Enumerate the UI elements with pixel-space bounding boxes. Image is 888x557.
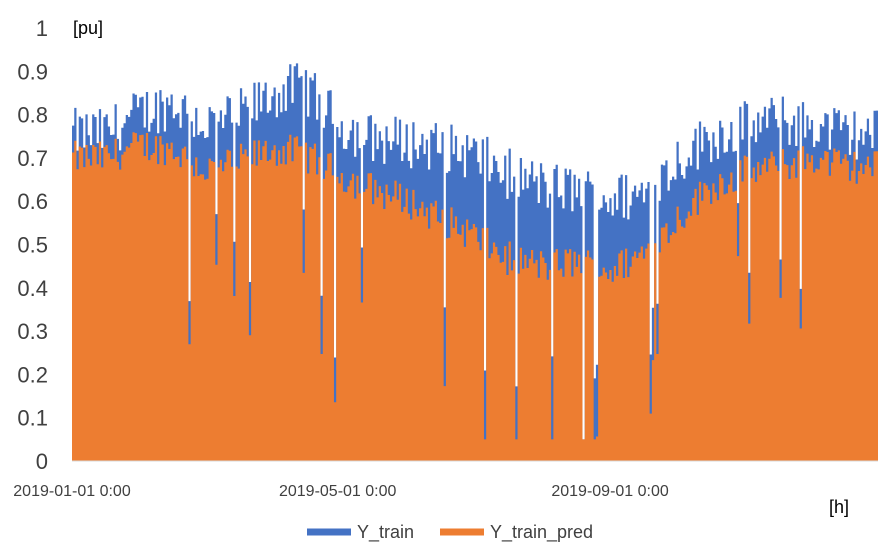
y-tick-label: 0.3 bbox=[17, 319, 48, 344]
y-tick-label: 0.9 bbox=[17, 59, 48, 84]
y-axis-ticks: 0 0.1 0.2 0.3 0.4 0.5 0.6 0.7 0.8 0.9 1 bbox=[17, 16, 48, 474]
legend-label: Y_train bbox=[357, 522, 414, 543]
y-tick-label: 0.8 bbox=[17, 103, 48, 128]
y-tick-label: 0.6 bbox=[17, 189, 48, 214]
y-tick-label: 0 bbox=[36, 449, 48, 474]
x-unit-label: [h] bbox=[829, 497, 849, 517]
legend: Y_train Y_train_pred bbox=[307, 522, 593, 543]
y-tick-label: 0.4 bbox=[17, 276, 48, 301]
series-layer bbox=[72, 63, 878, 462]
x-tick-label: 2019-05-01 0:00 bbox=[279, 483, 397, 500]
y-tick-label: 0.2 bbox=[17, 362, 48, 387]
x-axis-ticks: 2019-01-01 0:00 2019-05-01 0:00 2019-09-01… bbox=[13, 483, 669, 500]
legend-label: Y_train_pred bbox=[490, 522, 593, 543]
plot-area bbox=[72, 63, 878, 462]
y-tick-label: 0.7 bbox=[17, 146, 48, 171]
x-tick-label: 2019-09-01 0:00 bbox=[551, 483, 669, 500]
y-tick-label: 0.1 bbox=[17, 406, 48, 431]
x-tick-label: 2019-01-01 0:00 bbox=[13, 483, 131, 500]
series-area-y-train-pred bbox=[72, 132, 878, 462]
y-tick-label: 1 bbox=[36, 16, 48, 41]
y-tick-label: 0.5 bbox=[17, 233, 48, 258]
y-unit-label: [pu] bbox=[73, 18, 103, 38]
